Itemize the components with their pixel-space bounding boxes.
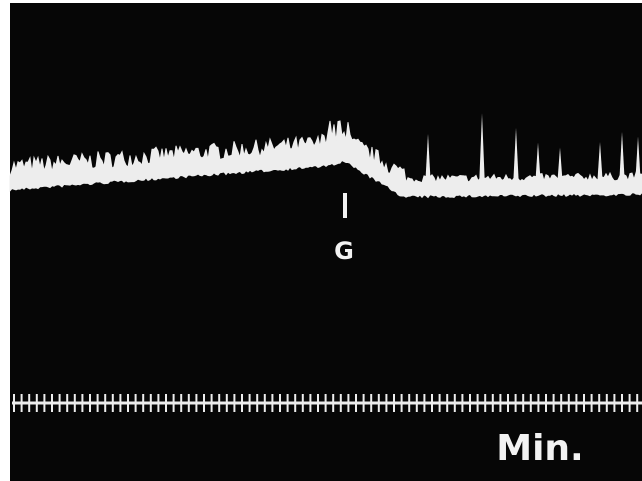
- marker-label: G: [334, 237, 354, 265]
- page: G Min. (() => { const data = JSON.parse(…: [0, 0, 642, 481]
- time-scale-label: Min.: [496, 428, 583, 469]
- recording-figure: G Min.: [0, 0, 642, 481]
